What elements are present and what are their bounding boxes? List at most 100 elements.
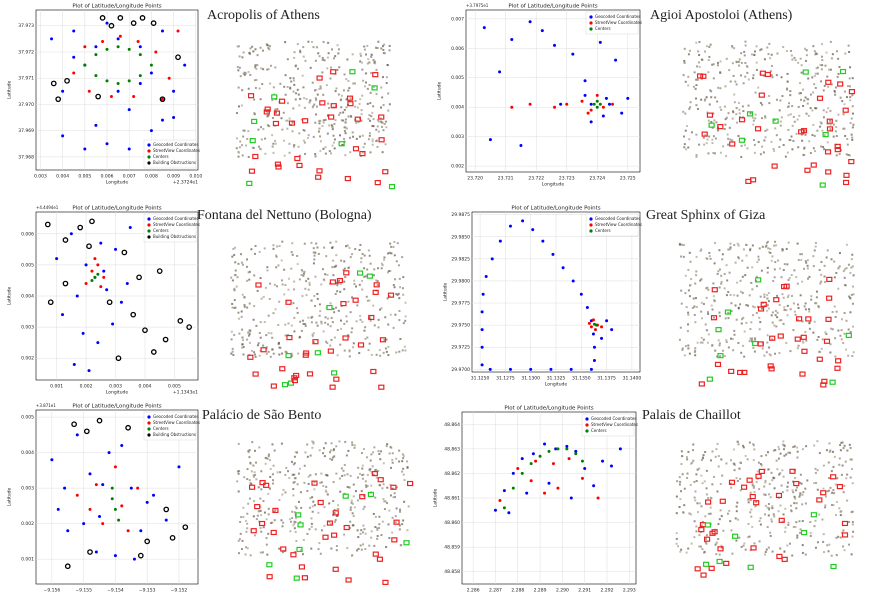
point-cloud [798, 115, 800, 117]
point-cloud [844, 445, 846, 447]
data-point [88, 369, 91, 372]
point-cloud [262, 500, 264, 502]
point-cloud [324, 322, 326, 324]
point-cloud [232, 348, 234, 350]
point-cloud [814, 321, 816, 323]
point-cloud [846, 474, 848, 476]
point-cloud [846, 244, 848, 246]
point-cloud [823, 465, 825, 467]
point-cloud [736, 510, 738, 512]
point-cloud [829, 451, 831, 453]
point-cloud [332, 145, 334, 147]
point-cloud [274, 109, 276, 111]
point-cloud [812, 255, 814, 257]
point-cloud [830, 41, 832, 43]
point-cloud [837, 58, 839, 60]
point-cloud [327, 318, 329, 320]
point-cloud [763, 493, 765, 495]
point-cloud [283, 112, 285, 114]
point-cloud [347, 486, 349, 488]
camera-marker [375, 181, 380, 185]
camera-marker [267, 563, 272, 567]
point-cloud [340, 99, 342, 101]
point-cloud [676, 496, 678, 498]
y-tick-label: 37.973 [18, 23, 34, 29]
point-cloud [806, 479, 808, 481]
point-cloud [753, 542, 755, 544]
point-cloud [814, 302, 816, 304]
point-cloud [268, 513, 270, 515]
point-cloud [721, 258, 723, 260]
point-cloud [335, 87, 337, 89]
point-cloud [372, 140, 374, 142]
point-cloud [267, 533, 269, 535]
point-cloud [279, 245, 281, 247]
point-cloud [839, 252, 841, 254]
point-cloud [844, 284, 846, 286]
point-cloud [736, 319, 738, 321]
point-cloud [341, 95, 343, 97]
point-cloud [736, 61, 738, 63]
point-cloud [783, 323, 785, 325]
data-point [610, 328, 613, 331]
x-tick-label: 0.002 [80, 384, 93, 390]
data-point [503, 506, 506, 509]
point-cloud [687, 451, 689, 453]
point-cloud [387, 523, 389, 525]
y-tick-label: 0.003 [21, 325, 34, 331]
point-cloud [753, 459, 755, 461]
point-cloud [333, 123, 335, 125]
point-cloud [309, 101, 311, 103]
point-cloud [705, 538, 707, 540]
point-cloud [687, 548, 689, 550]
point-cloud [797, 347, 799, 349]
point-cloud [391, 532, 393, 534]
point-cloud [833, 504, 835, 506]
point-cloud [814, 107, 816, 109]
point-cloud [774, 241, 776, 243]
point-cloud [276, 108, 278, 110]
point-cloud [829, 128, 831, 130]
point-cloud [232, 307, 234, 309]
point-cloud [394, 278, 396, 280]
point-cloud [749, 294, 751, 296]
point-cloud [253, 305, 255, 307]
point-cloud [698, 144, 700, 146]
y-tick-label: 29.9700 [451, 367, 470, 373]
data-point [99, 285, 102, 288]
point-cloud [685, 148, 687, 150]
point-cloud [743, 545, 745, 547]
point-cloud [815, 246, 817, 248]
point-cloud [695, 270, 697, 272]
point-cloud [354, 444, 356, 446]
point-cloud [719, 554, 721, 556]
camera-marker [751, 546, 756, 550]
point-cloud [323, 247, 325, 249]
point-cloud [792, 491, 794, 493]
point-cloud [371, 54, 373, 56]
point-cloud [676, 532, 678, 534]
x-tick-label: −9.152 [171, 588, 188, 593]
camera-marker [747, 478, 752, 482]
point-cloud [724, 287, 726, 289]
point-cloud [362, 543, 364, 545]
point-cloud [787, 73, 789, 75]
point-cloud [390, 246, 392, 248]
camera-marker [718, 547, 723, 551]
point-cloud [241, 548, 243, 550]
data-point [509, 225, 512, 228]
point-cloud [369, 102, 371, 104]
camera-marker [350, 70, 355, 74]
data-point [150, 71, 153, 74]
point-cloud [823, 148, 825, 150]
point-cloud [309, 474, 311, 476]
data-point [102, 276, 105, 279]
point-cloud [366, 337, 368, 339]
point-cloud [376, 146, 378, 148]
point-cloud [275, 308, 277, 310]
point-cloud [743, 542, 745, 544]
chart-title: Plot of Latitude/Longitude Points [72, 404, 161, 410]
point-cloud [337, 504, 339, 506]
point-cloud [372, 305, 374, 307]
data-point [581, 477, 584, 480]
